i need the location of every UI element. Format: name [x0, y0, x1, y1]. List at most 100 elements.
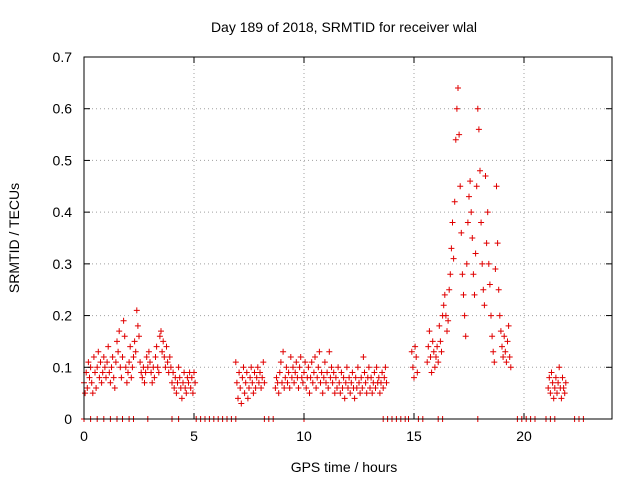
data-point — [437, 338, 444, 345]
data-point — [547, 390, 554, 397]
data-point — [166, 353, 173, 360]
y-tick-label: 0.5 — [53, 152, 73, 168]
data-point — [279, 379, 285, 386]
data-point — [332, 374, 339, 381]
data-point — [356, 379, 362, 386]
data-point — [161, 353, 168, 360]
data-point — [160, 338, 167, 345]
data-point — [232, 359, 239, 366]
data-point — [97, 359, 104, 366]
data-point — [452, 136, 459, 143]
data-point — [475, 126, 482, 133]
data-point — [316, 348, 323, 355]
data-point — [425, 343, 432, 350]
data-point — [116, 328, 123, 335]
data-point — [546, 374, 553, 381]
data-point — [272, 384, 279, 391]
data-point — [148, 369, 155, 376]
data-point — [288, 374, 295, 381]
data-point — [478, 219, 485, 226]
data-point — [253, 374, 260, 381]
data-point — [363, 390, 370, 397]
data-point — [99, 369, 106, 376]
data-point — [130, 353, 137, 360]
data-point — [379, 369, 386, 376]
data-point — [127, 343, 134, 350]
data-point — [474, 105, 481, 112]
data-point — [298, 374, 305, 381]
plot-frame — [83, 56, 613, 420]
data-point — [373, 364, 380, 371]
data-point — [313, 384, 320, 391]
x-tick-label: 10 — [296, 428, 312, 444]
data-point — [459, 271, 466, 278]
data-point — [239, 374, 246, 381]
data-point — [365, 364, 372, 371]
data-point — [378, 379, 384, 386]
data-point — [413, 353, 420, 360]
chart-title: Day 189 of 2018, SRMTID for receiver wla… — [211, 19, 477, 35]
data-point — [338, 369, 345, 376]
data-point — [470, 271, 477, 278]
data-point — [84, 384, 91, 391]
y-tick-label: 0 — [64, 411, 72, 427]
data-point — [325, 384, 332, 391]
data-point — [438, 348, 445, 355]
data-point — [188, 374, 195, 381]
data-point — [147, 359, 153, 366]
data-point — [145, 348, 152, 355]
data-point — [284, 379, 291, 386]
data-point — [341, 395, 348, 402]
data-point — [260, 359, 267, 366]
data-point — [89, 390, 96, 397]
data-point — [559, 374, 566, 381]
data-point — [151, 374, 158, 381]
data-point — [94, 364, 101, 371]
data-point — [501, 333, 508, 340]
data-point — [444, 328, 450, 335]
data-point — [299, 379, 306, 386]
data-point — [549, 379, 556, 386]
y-tick-label: 0.4 — [53, 204, 73, 220]
data-point — [192, 379, 199, 386]
data-point — [409, 364, 416, 371]
data-point — [457, 183, 464, 190]
data-point — [101, 364, 108, 371]
data-point — [472, 250, 479, 257]
data-point — [477, 167, 483, 174]
data-point — [345, 384, 351, 391]
data-point — [462, 333, 469, 340]
data-point — [111, 384, 118, 391]
data-point — [320, 374, 327, 381]
data-point — [103, 374, 109, 381]
data-point — [85, 359, 92, 366]
data-point — [149, 379, 156, 386]
data-point — [448, 245, 455, 252]
y-tick-label: 0.2 — [53, 308, 73, 324]
data-point — [361, 369, 368, 376]
data-point — [131, 338, 138, 345]
data-point — [173, 390, 180, 397]
data-point — [493, 183, 500, 190]
data-point — [358, 374, 365, 381]
grid — [84, 57, 612, 419]
data-point — [241, 390, 248, 397]
data-point — [441, 291, 448, 298]
data-point — [134, 322, 141, 329]
data-point — [376, 390, 383, 397]
data-point — [464, 219, 471, 226]
data-point — [251, 369, 258, 376]
data-point — [431, 364, 438, 371]
data-point — [488, 312, 494, 319]
data-point — [132, 348, 139, 355]
data-point — [273, 374, 280, 381]
data-point — [506, 353, 513, 360]
data-point — [152, 353, 159, 360]
data-point — [458, 229, 465, 236]
data-point — [455, 85, 461, 92]
data-point — [492, 266, 499, 273]
data-point — [334, 384, 340, 391]
data-point — [369, 390, 376, 397]
data-point — [329, 379, 336, 386]
